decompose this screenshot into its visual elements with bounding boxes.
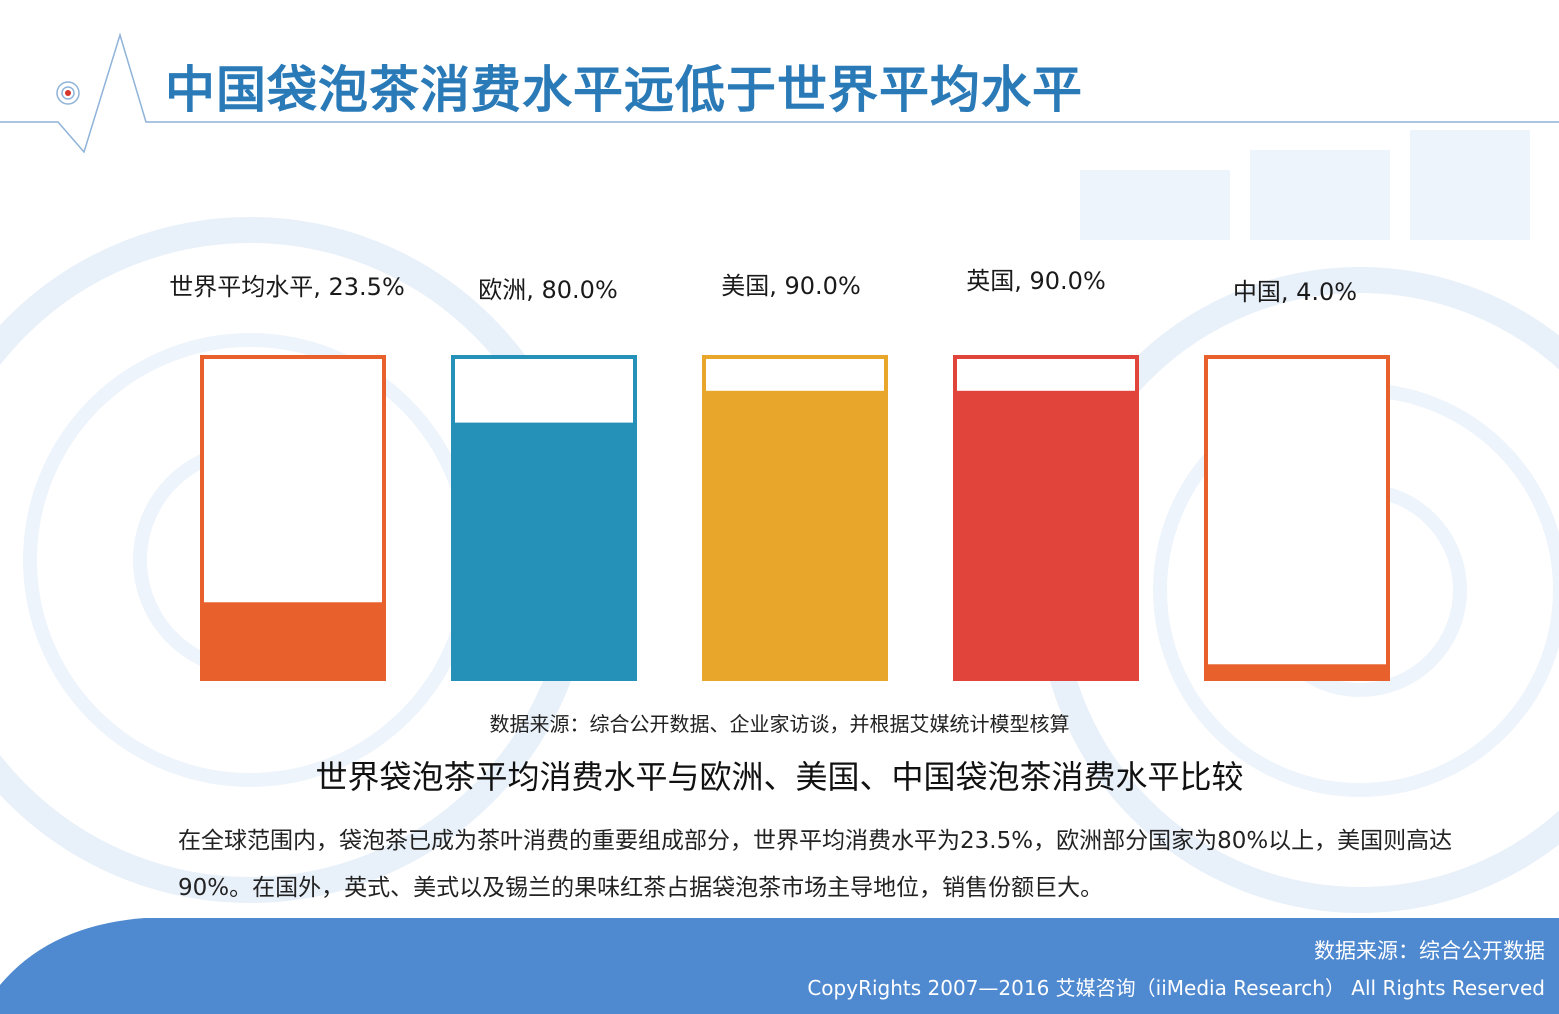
bar-empty-3 xyxy=(957,359,1135,391)
bar-frame-3 xyxy=(953,355,1139,681)
bar-label-3: 英国, 90.0% xyxy=(966,267,1106,295)
bar-label-2: 美国, 90.0% xyxy=(721,272,861,300)
header-dot-icon xyxy=(65,90,71,96)
bar-empty-4 xyxy=(1208,359,1386,665)
description-text: 在全球范围内，袋泡茶已成为茶叶消费的重要组成部分，世界平均消费水平为23.5%，… xyxy=(178,828,1453,901)
footer-copyright: CopyRights 2007—2016 艾媒咨询（iiMedia Resear… xyxy=(807,976,1545,1000)
chart-source: 数据来源：综合公开数据、企业家访谈，并根据艾媒统计模型核算 xyxy=(489,712,1070,736)
bar-label-0: 世界平均水平, 23.5% xyxy=(169,273,405,301)
bar-empty-0 xyxy=(204,359,382,603)
footer-band xyxy=(0,918,1559,1014)
slide-title: 中国袋泡茶消费水平远低于世界平均水平 xyxy=(165,61,1083,119)
header-pulse-line xyxy=(0,32,1559,154)
bar-frame-2 xyxy=(702,355,888,681)
bar-empty-2 xyxy=(706,359,884,391)
bar-empty-1 xyxy=(455,359,633,423)
bar-label-1: 欧洲, 80.0% xyxy=(478,276,618,304)
bar-label-4: 中国, 4.0% xyxy=(1233,278,1357,306)
chart-caption: 世界袋泡茶平均消费水平与欧洲、美国、中国袋泡茶消费水平比较 xyxy=(315,758,1244,796)
footer-source: 数据来源：综合公开数据 xyxy=(1314,939,1545,963)
